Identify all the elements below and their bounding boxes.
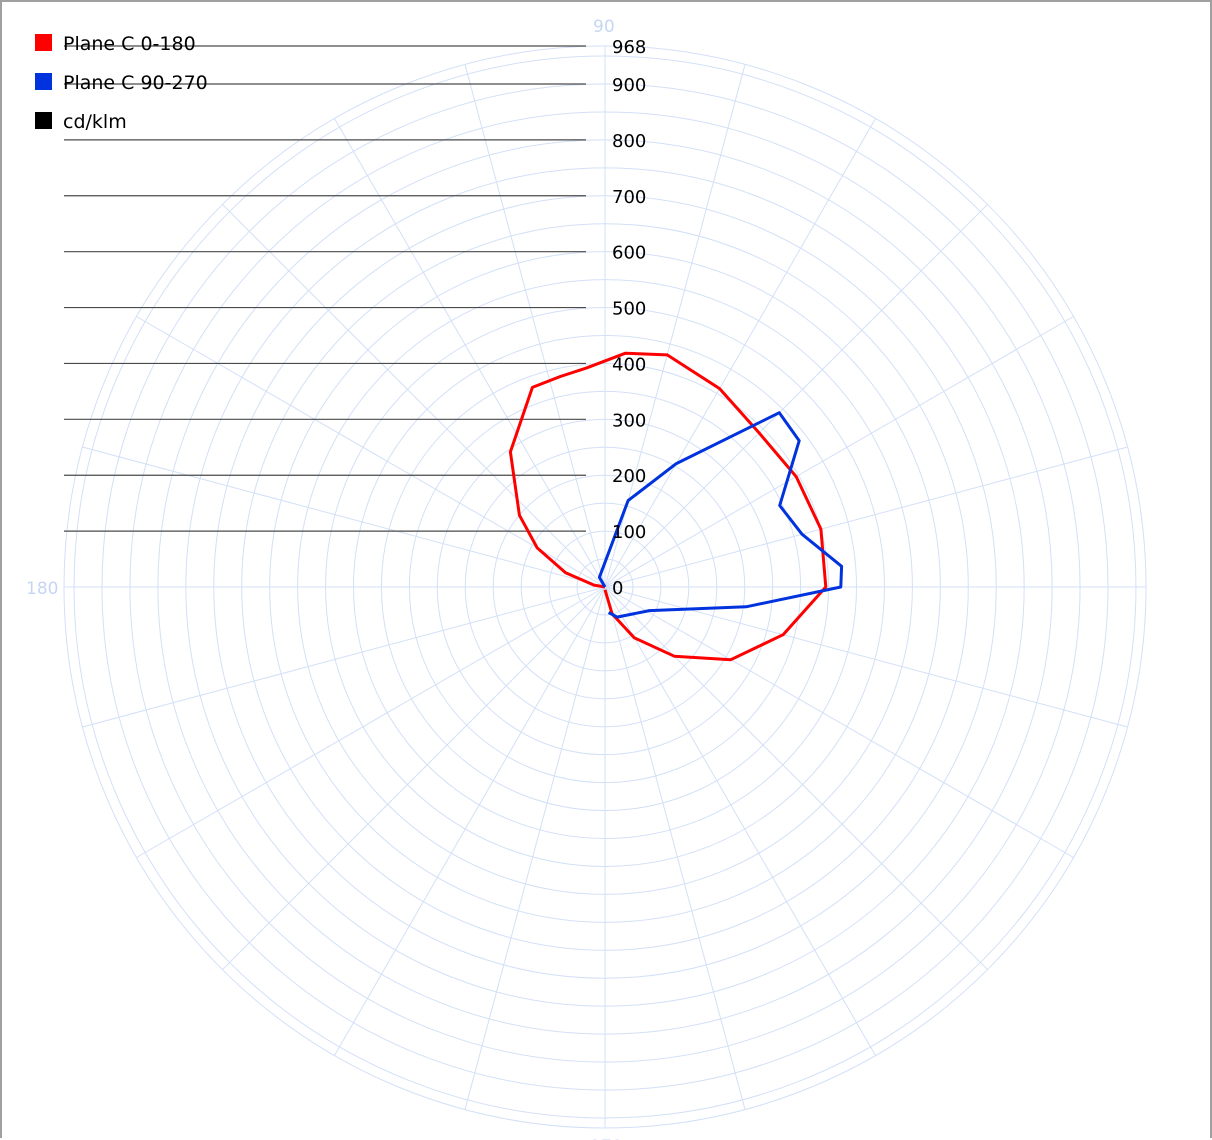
radial-tick-label: 0: [612, 578, 623, 599]
grid-spoke: [604, 586, 876, 1056]
grid-spoke: [604, 586, 1074, 858]
series-plane-c-90-270-line: [597, 411, 844, 619]
legend-label: Plane C 0-180: [63, 33, 196, 55]
grid-spoke: [604, 446, 1128, 588]
angle-label: 180: [26, 579, 58, 599]
radial-tick-label: 300: [612, 410, 646, 431]
radial-tick-labels: 0 100 200 300 400 500 600 700 800 900 968: [612, 37, 646, 599]
grid-spoke: [222, 204, 606, 588]
radial-tick-lines: [64, 45, 586, 532]
grid-spoke: [464, 64, 606, 588]
radial-tick-label: 500: [612, 299, 646, 320]
radial-tick-label: 968: [612, 37, 646, 58]
legend-label: Plane C 90-270: [63, 72, 208, 94]
legend-label: cd/klm: [63, 111, 127, 133]
grid-spoke: [604, 586, 746, 1110]
legend-swatch: [35, 34, 52, 51]
radial-tick-label: 100: [612, 522, 646, 543]
grid-spoke: [222, 586, 606, 970]
radial-tick-label: 800: [612, 131, 646, 152]
series-layer: [508, 351, 844, 662]
grid-spoke: [604, 316, 1074, 588]
angle-label: 90: [593, 17, 615, 37]
grid-spoke: [464, 586, 606, 1110]
legend-swatch: [35, 73, 52, 90]
grid-spoke: [604, 204, 988, 588]
legend-swatch: [35, 112, 52, 129]
grid-spoke: [82, 446, 606, 588]
grid-spoke: [604, 586, 988, 970]
radial-tick-label: 900: [612, 75, 646, 96]
radial-tick-label: 600: [612, 243, 646, 264]
series-plane-c-0-180-line: [508, 351, 828, 662]
radial-tick-label: 700: [612, 187, 646, 208]
grid-spoke: [334, 118, 606, 588]
radial-tick-label: 400: [612, 354, 646, 375]
grid-spoke: [604, 118, 876, 588]
polar-grid: [63, 45, 1147, 1129]
grid-spoke: [82, 586, 606, 728]
grid-spoke: [334, 586, 606, 1056]
radial-tick-label: 200: [612, 466, 646, 487]
grid-spoke: [136, 586, 606, 858]
grid-spoke: [136, 316, 606, 588]
legend: Plane C 0-180 Plane C 90-270 cd/klm: [35, 33, 208, 133]
